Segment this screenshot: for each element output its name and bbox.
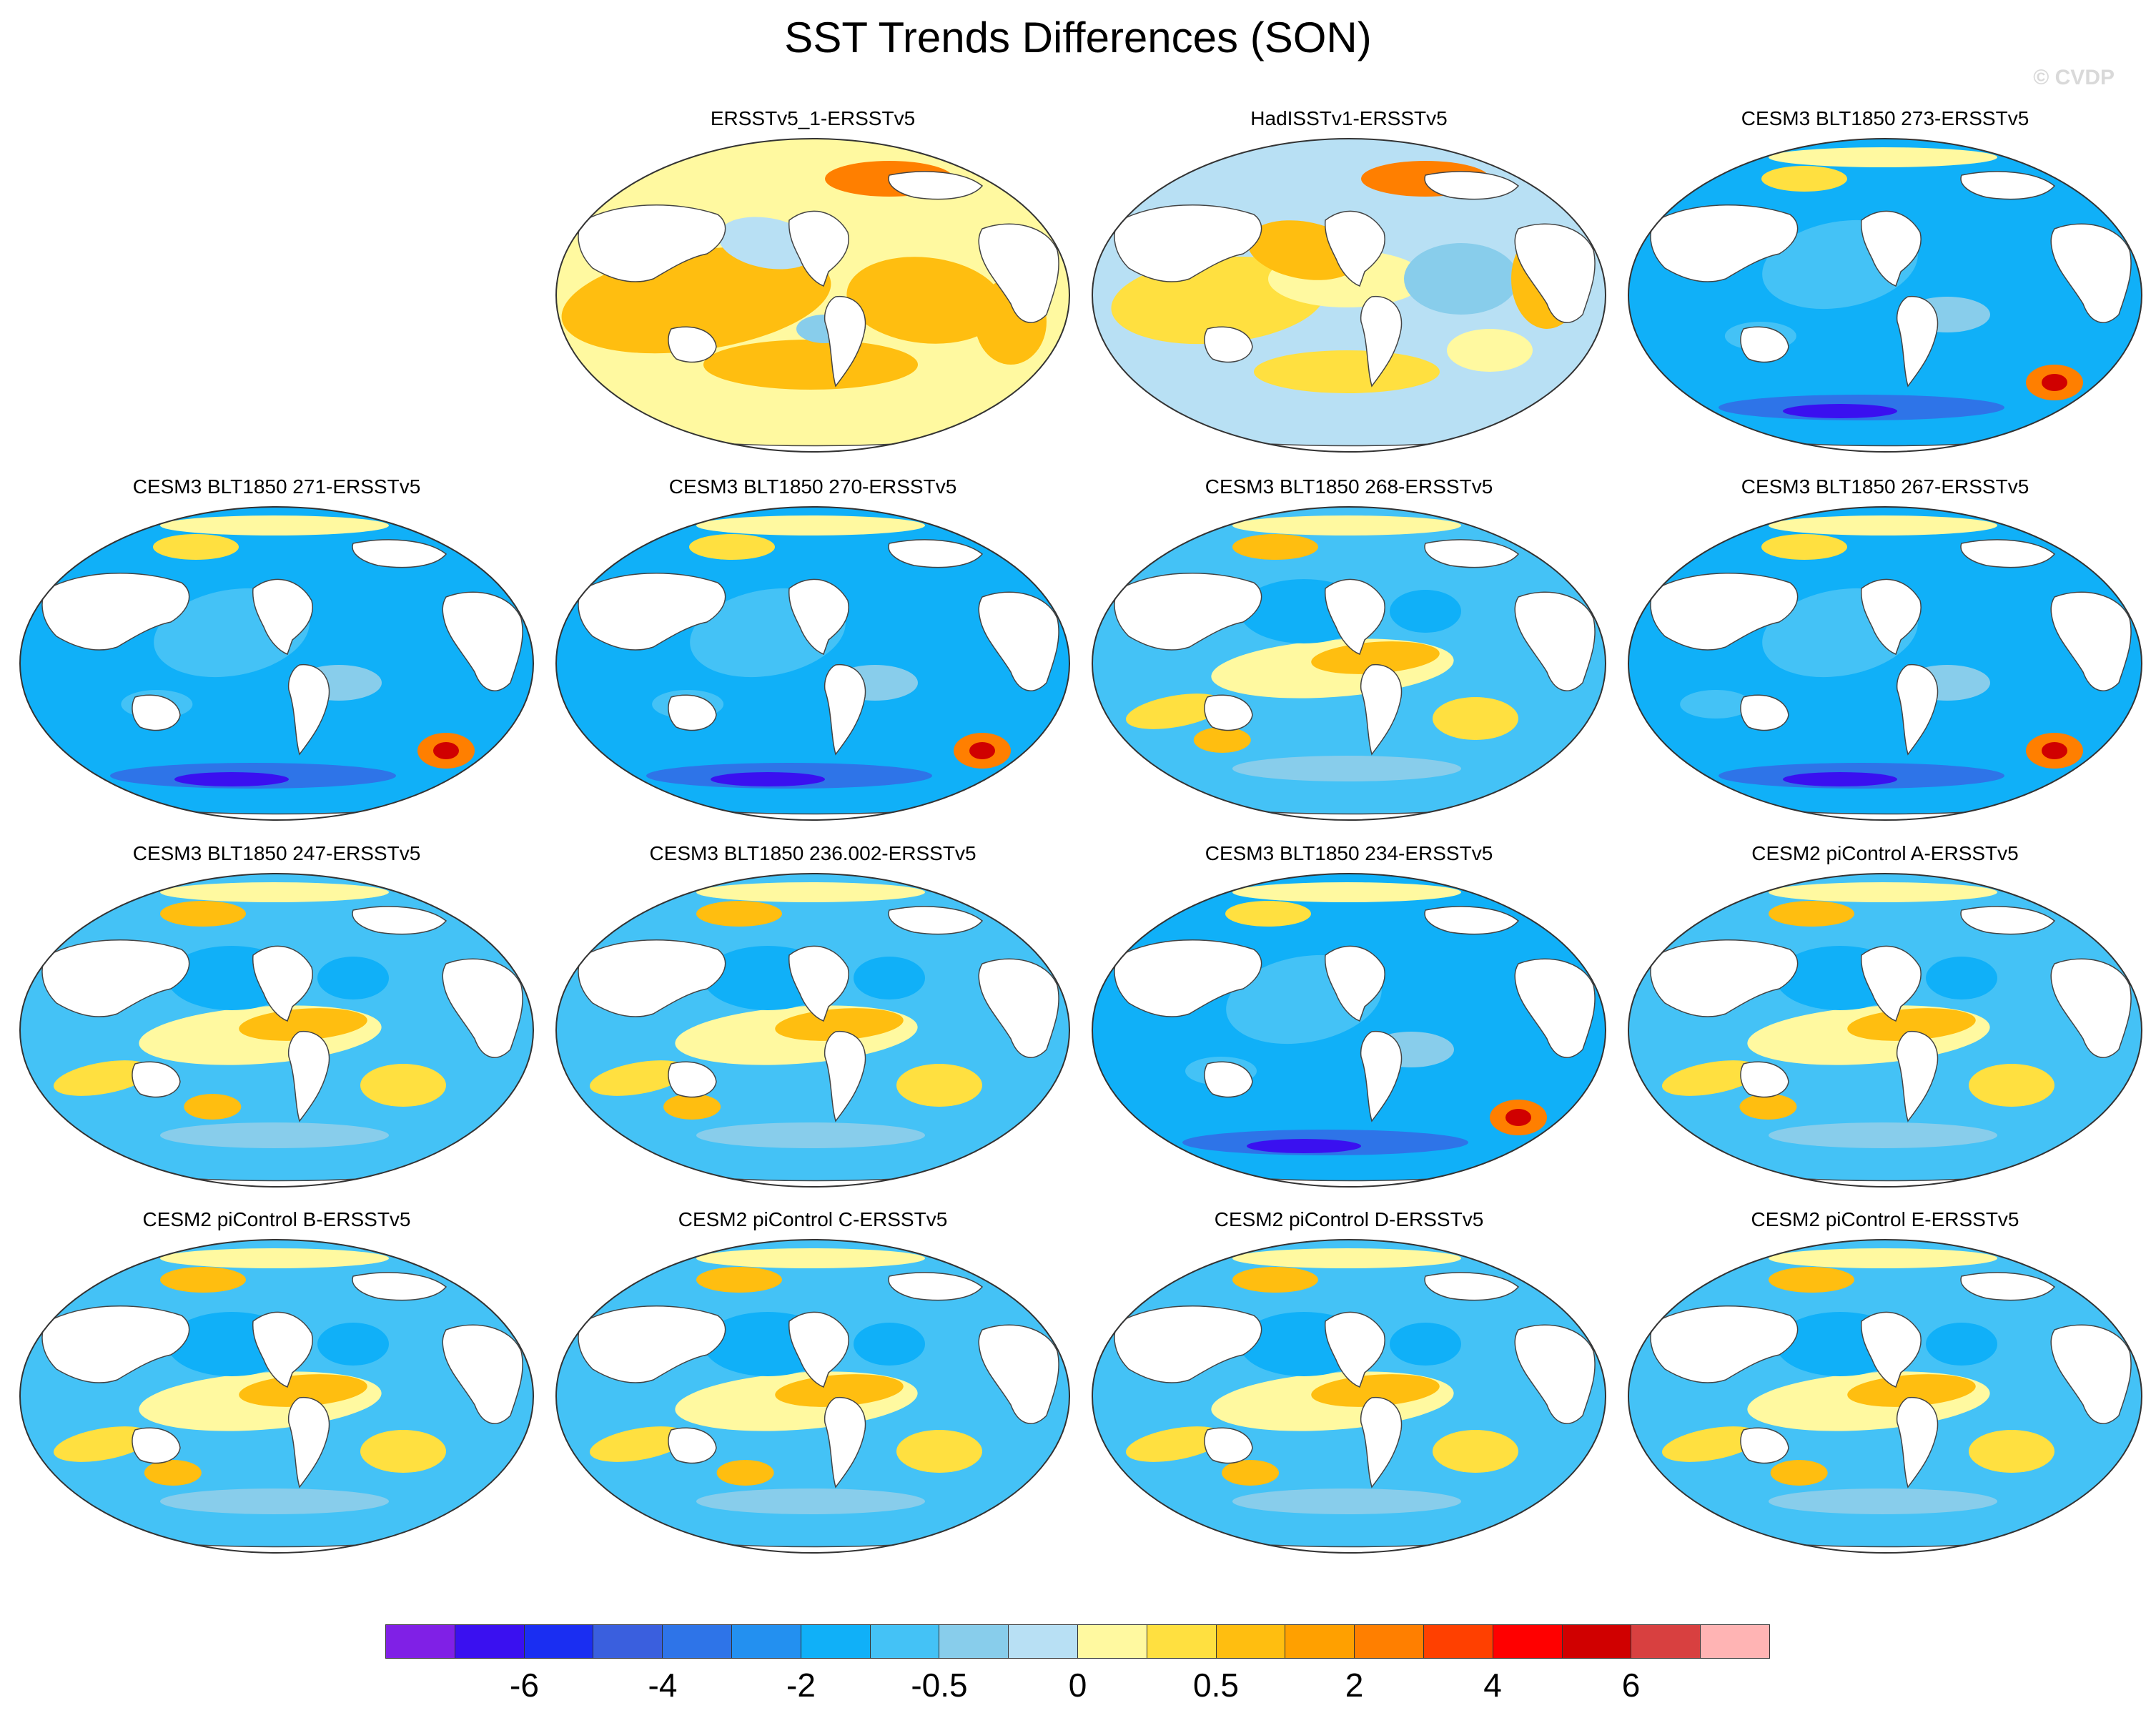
colorbar-tick-label: 4 (1483, 1667, 1502, 1704)
colorbar-swatch (1562, 1625, 1632, 1658)
world-map (555, 873, 1070, 1188)
map-panel: CESM3 BLT1850 236.002-ERSSTv5 (545, 842, 1081, 1200)
panel-title: CESM3 BLT1850 247-ERSSTv5 (132, 842, 421, 864)
panel-title: CESM3 BLT1850 273-ERSSTv5 (1741, 107, 2029, 129)
colorbar-swatch (593, 1625, 663, 1658)
colorbar-swatch (663, 1625, 732, 1658)
colorbar-swatch (1701, 1625, 1769, 1658)
map-panel: CESM2 piControl C-ERSSTv5 (545, 1208, 1081, 1566)
map-panel: CESM2 piControl B-ERSSTv5 (9, 1208, 545, 1566)
colorbar-swatch (1147, 1625, 1217, 1658)
world-map (555, 138, 1070, 453)
colorbar-swatch (1423, 1625, 1493, 1658)
colorbar-swatch (1216, 1625, 1286, 1658)
map-panel: HadISSTv1-ERSSTv5 (1081, 107, 1617, 465)
world-map (1628, 138, 2142, 453)
map-panel: CESM3 BLT1850 273-ERSSTv5 (1617, 107, 2153, 465)
world-map (1092, 138, 1606, 453)
map-panel: CESM3 BLT1850 247-ERSSTv5 (9, 842, 545, 1200)
map-panel: CESM2 piControl E-ERSSTv5 (1617, 1208, 2153, 1566)
panel-title: CESM3 BLT1850 268-ERSSTv5 (1205, 475, 1493, 498)
colorbar-tick-label: -6 (510, 1667, 539, 1704)
colorbar-tick-label: -4 (648, 1667, 678, 1704)
world-map (1628, 506, 2142, 821)
map-panel: CESM3 BLT1850 234-ERSSTv5 (1081, 842, 1617, 1200)
panel-title: ERSSTv5_1-ERSSTv5 (710, 107, 916, 129)
panel-title: CESM3 BLT1850 270-ERSSTv5 (668, 475, 957, 498)
colorbar (385, 1624, 1770, 1659)
figure-title: SST Trends Differences (SON) (784, 14, 1372, 61)
colorbar-tick-label: 0 (1068, 1667, 1087, 1704)
colorbar-tick-label: 2 (1345, 1667, 1364, 1704)
map-panel: CESM3 BLT1850 267-ERSSTv5 (1617, 475, 2153, 833)
colorbar-swatch (1077, 1625, 1147, 1658)
colorbar-swatch (1009, 1625, 1078, 1658)
colorbar-tick-label: -2 (786, 1667, 816, 1704)
panel-title: CESM3 BLT1850 236.002-ERSSTv5 (649, 842, 976, 864)
colorbar-swatch (455, 1625, 525, 1658)
panel-title: CESM2 piControl D-ERSSTv5 (1214, 1208, 1484, 1230)
panel-title: CESM2 piControl B-ERSSTv5 (142, 1208, 411, 1230)
map-panel: CESM3 BLT1850 270-ERSSTv5 (545, 475, 1081, 833)
panel-title: CESM3 BLT1850 267-ERSSTv5 (1741, 475, 2029, 498)
world-map (555, 1239, 1070, 1554)
colorbar-swatch (1355, 1625, 1424, 1658)
colorbar-swatch (801, 1625, 871, 1658)
world-map (1092, 873, 1606, 1188)
panel-title: CESM3 BLT1850 271-ERSSTv5 (132, 475, 421, 498)
panel-title: CESM2 piControl C-ERSSTv5 (678, 1208, 948, 1230)
colorbar-swatch (870, 1625, 940, 1658)
panel-title: CESM2 piControl E-ERSSTv5 (1751, 1208, 2019, 1230)
colorbar-swatch (939, 1625, 1009, 1658)
world-map (555, 506, 1070, 821)
colorbar-tick-label: 0.5 (1193, 1667, 1239, 1704)
world-map (1092, 1239, 1606, 1554)
panel-title: CESM2 piControl A-ERSSTv5 (1751, 842, 2019, 864)
colorbar-swatch (1631, 1625, 1701, 1658)
panel-title: CESM3 BLT1850 234-ERSSTv5 (1205, 842, 1493, 864)
panel-title: HadISSTv1-ERSSTv5 (1250, 107, 1448, 129)
colorbar-tick-label: 6 (1621, 1667, 1641, 1704)
world-map (19, 506, 534, 821)
colorbar-swatch (524, 1625, 594, 1658)
world-map (1628, 873, 2142, 1188)
map-panel: ERSSTv5_1-ERSSTv5 (545, 107, 1081, 465)
map-panel: CESM2 piControl A-ERSSTv5 (1617, 842, 2153, 1200)
cvdp-watermark: © CVDP (2033, 66, 2115, 89)
colorbar-swatch (386, 1625, 455, 1658)
world-map (19, 873, 534, 1188)
colorbar-swatch (1285, 1625, 1355, 1658)
colorbar-tick-label: -0.5 (911, 1667, 968, 1704)
colorbar-swatch (731, 1625, 801, 1658)
world-map (1092, 506, 1606, 821)
map-panel: CESM3 BLT1850 271-ERSSTv5 (9, 475, 545, 833)
world-map (1628, 1239, 2142, 1554)
world-map (19, 1239, 534, 1554)
map-panel: CESM2 piControl D-ERSSTv5 (1081, 1208, 1617, 1566)
map-panel: CESM3 BLT1850 268-ERSSTv5 (1081, 475, 1617, 833)
colorbar-swatch (1493, 1625, 1563, 1658)
